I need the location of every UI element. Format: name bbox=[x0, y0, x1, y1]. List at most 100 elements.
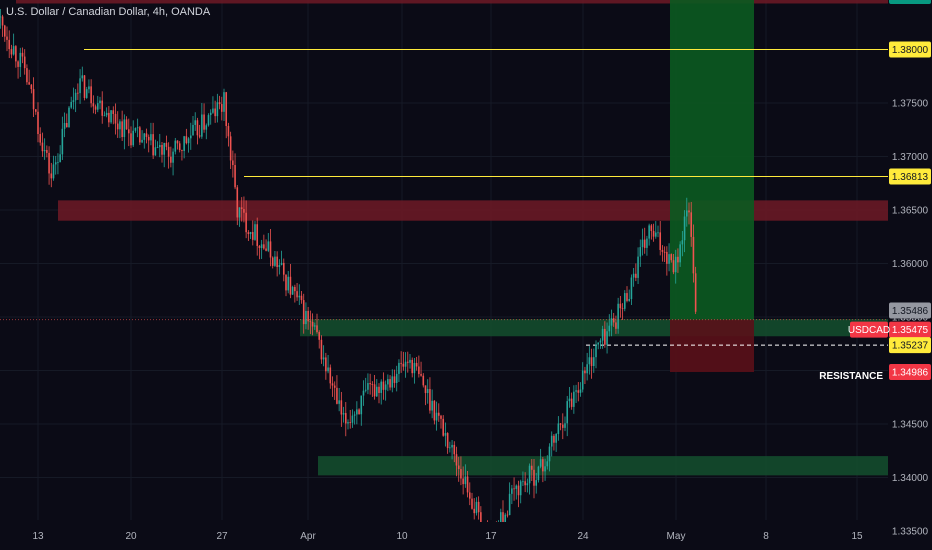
candle-body bbox=[568, 398, 571, 402]
candle-body bbox=[198, 135, 201, 137]
candle-body bbox=[61, 128, 64, 155]
candle-body bbox=[422, 375, 425, 386]
candle-body bbox=[209, 112, 212, 116]
candle-body bbox=[654, 232, 657, 237]
time-axis-bg bbox=[0, 522, 888, 550]
candle-body bbox=[99, 100, 101, 104]
candle-body bbox=[225, 92, 228, 127]
resistance-zone[interactable] bbox=[16, 0, 888, 4]
candle-body bbox=[373, 384, 376, 397]
candle-body bbox=[121, 121, 123, 138]
candle-body bbox=[161, 144, 163, 155]
price-tick-label: 1.33500 bbox=[892, 527, 929, 538]
candle-body bbox=[626, 293, 628, 301]
chart-title: U.S. Dollar / Canadian Dollar, 4h, OANDA bbox=[6, 6, 211, 18]
candle-body bbox=[358, 409, 360, 415]
time-axis[interactable]: 13 20 27 Apr 10 17 24 May 8 15 bbox=[0, 522, 888, 550]
candle-body bbox=[318, 332, 321, 340]
candle-body bbox=[307, 310, 309, 322]
price-axis[interactable]: 1.375001.370001.365001.360001.355001.350… bbox=[848, 0, 932, 550]
candle-body bbox=[608, 325, 611, 332]
candle-body bbox=[677, 256, 679, 263]
candle-body bbox=[74, 92, 77, 101]
support-zone[interactable] bbox=[300, 319, 888, 337]
candle-body bbox=[240, 207, 243, 210]
candle-body bbox=[635, 273, 637, 278]
candle-body bbox=[670, 254, 673, 261]
candle-body bbox=[579, 389, 582, 393]
candle-body bbox=[657, 232, 659, 234]
candle-body bbox=[70, 101, 73, 108]
candle-body bbox=[147, 136, 150, 141]
candle-body bbox=[530, 465, 533, 470]
candle-body bbox=[508, 493, 511, 516]
candle-body bbox=[418, 366, 420, 375]
candlestick-series bbox=[0, 9, 697, 550]
candle-body bbox=[187, 138, 190, 144]
candle-body bbox=[646, 238, 648, 248]
price-axis-bg bbox=[888, 0, 932, 550]
candle-body bbox=[442, 418, 445, 436]
candle-body bbox=[544, 466, 546, 472]
candle-body bbox=[34, 109, 37, 112]
candle-body bbox=[685, 210, 688, 217]
candle-body bbox=[349, 422, 352, 423]
candle-body bbox=[382, 381, 385, 390]
candle-body bbox=[170, 156, 172, 163]
candle-body bbox=[158, 144, 161, 148]
candle-body bbox=[435, 412, 438, 421]
candle-body bbox=[234, 165, 236, 188]
price-tick-label: 1.34500 bbox=[892, 420, 929, 431]
candle-body bbox=[473, 508, 476, 514]
candle-body bbox=[464, 476, 467, 485]
candle-body bbox=[139, 127, 141, 143]
candle-body bbox=[72, 100, 75, 102]
price-tag-bg bbox=[889, 0, 931, 4]
candle-body bbox=[641, 239, 644, 248]
time-tick-label: May bbox=[667, 531, 686, 542]
candle-body bbox=[617, 303, 619, 329]
candle-body bbox=[96, 103, 99, 110]
candle-body bbox=[513, 488, 515, 490]
candle-body bbox=[546, 461, 549, 467]
symbol-tag-bg bbox=[850, 321, 888, 338]
candle-body bbox=[110, 110, 112, 123]
candle-body bbox=[535, 480, 538, 486]
candle-body bbox=[245, 212, 247, 233]
candle-body bbox=[196, 120, 199, 136]
horizontal-levels[interactable] bbox=[84, 49, 888, 346]
candle-body bbox=[475, 501, 478, 514]
time-tick-label: 8 bbox=[763, 531, 769, 542]
candle-body bbox=[65, 123, 68, 128]
resistance-zone[interactable] bbox=[58, 200, 888, 221]
candle-body bbox=[590, 357, 593, 367]
time-tick-label: Apr bbox=[300, 531, 316, 542]
candle-body bbox=[369, 383, 371, 385]
candle-body bbox=[311, 321, 314, 327]
candle-body bbox=[28, 82, 30, 85]
candle-body bbox=[269, 241, 272, 258]
stop-zone[interactable] bbox=[670, 319, 754, 372]
candle-body bbox=[351, 415, 354, 423]
candle-body bbox=[506, 514, 509, 516]
candle-body bbox=[201, 114, 203, 137]
candle-body bbox=[41, 142, 44, 152]
candle-body bbox=[666, 251, 668, 264]
long-position-tool[interactable] bbox=[670, 0, 754, 372]
candle-body bbox=[692, 236, 695, 274]
candle-body bbox=[515, 485, 518, 489]
candle-body bbox=[94, 106, 97, 110]
candle-body bbox=[123, 119, 126, 138]
candle-body bbox=[446, 433, 449, 449]
target-zone[interactable] bbox=[670, 0, 754, 320]
candle-body bbox=[451, 444, 453, 448]
price-tag-bg bbox=[889, 41, 931, 58]
candle-body bbox=[291, 286, 294, 295]
price-tag-dashed-level: 1.35237 bbox=[892, 341, 929, 352]
candle-body bbox=[555, 434, 557, 443]
candle-body bbox=[668, 254, 670, 264]
support-zone[interactable] bbox=[318, 456, 888, 476]
candle-body bbox=[395, 373, 398, 383]
candle-body bbox=[289, 276, 292, 295]
